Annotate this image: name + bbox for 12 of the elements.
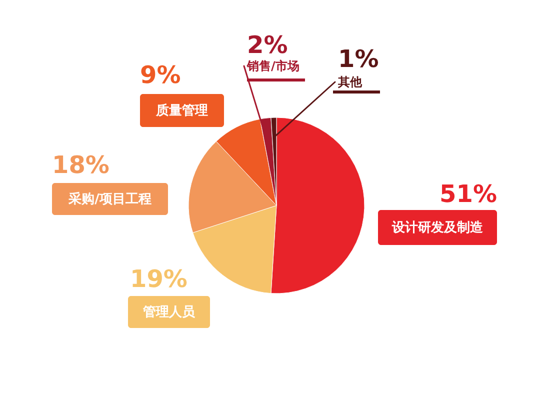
- data-label: 18%: [52, 151, 110, 179]
- slice-label: 销售/市场: [246, 59, 300, 73]
- slice-label: 其他: [337, 75, 363, 89]
- slice-label: 采购/项目工程: [68, 191, 152, 207]
- data-label: 1%: [338, 45, 379, 73]
- data-label: 19%: [130, 265, 188, 293]
- data-label: 9%: [140, 61, 181, 89]
- data-label: 2%: [247, 31, 288, 59]
- slice-label: 管理人员: [142, 305, 196, 320]
- slice-label: 设计研发及制造: [391, 220, 484, 236]
- data-label: 51%: [440, 180, 497, 208]
- slice-label: 质量管理: [155, 102, 208, 118]
